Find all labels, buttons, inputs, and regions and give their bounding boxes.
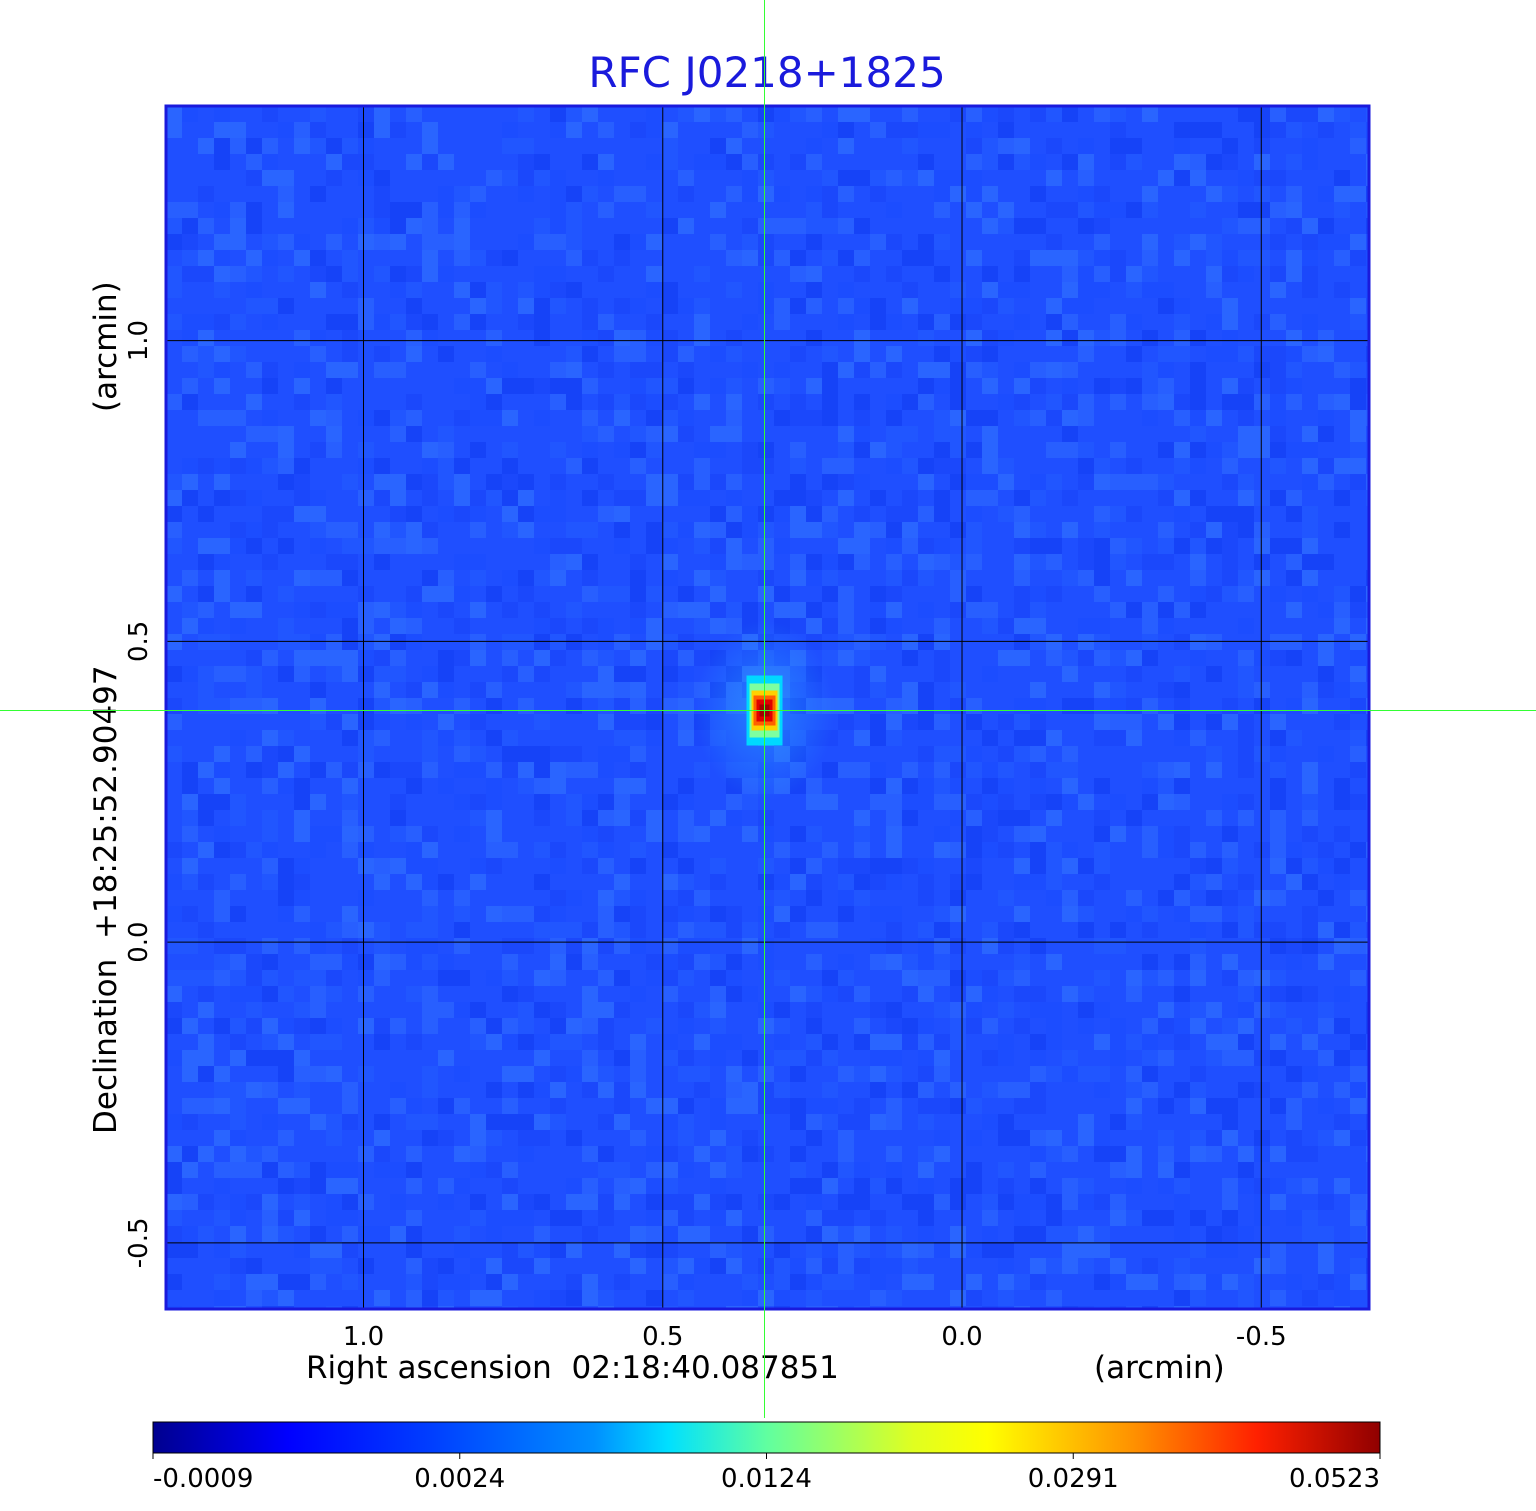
y-tick-label: 0.5 xyxy=(124,621,154,662)
plot-area xyxy=(164,104,1371,1311)
colorbar: -0.0009 0.0024 0.0124 0.0291 0.0523 xyxy=(152,1421,1381,1494)
x-tick-label: -0.5 xyxy=(1236,1322,1287,1352)
colorbar-tick-label: 0.0024 xyxy=(414,1464,505,1494)
chart-title: RFC J0218+1825 xyxy=(588,48,945,97)
y-tick-labels: 1.0 0.5 0.0 -0.5 xyxy=(124,320,154,1268)
y-axis-unit: (arcmin) xyxy=(88,281,124,412)
x-axis-unit: (arcmin) xyxy=(1094,1350,1225,1386)
crosshair xyxy=(0,0,1536,1418)
x-tick-label: 0.0 xyxy=(941,1322,982,1352)
plot-frame xyxy=(164,104,1371,1311)
y-tick-label: 0.0 xyxy=(124,921,154,962)
x-tick-label: 0.5 xyxy=(642,1322,683,1352)
x-axis-label: Right ascension 02:18:40.087851 xyxy=(306,1350,839,1386)
colorbar-tick-label: 0.0124 xyxy=(721,1464,812,1494)
noise-texture xyxy=(166,106,1369,1309)
colorbar-gradient xyxy=(152,1421,1381,1454)
grid-lines xyxy=(166,106,1369,1309)
colorbar-tick-label: -0.0009 xyxy=(153,1464,253,1494)
colorbar-tick-label: 0.0523 xyxy=(1289,1464,1380,1494)
y-axis-label: Declination +18:25:52.90497 xyxy=(88,665,124,1134)
colorbar-tick-label: 0.0291 xyxy=(1028,1464,1119,1494)
x-tick-label: 1.0 xyxy=(343,1322,384,1352)
x-tick-labels: 1.0 0.5 0.0 -0.5 xyxy=(343,1322,1287,1352)
y-tick-label: 1.0 xyxy=(124,320,154,361)
colorbar-ticks: -0.0009 0.0024 0.0124 0.0291 0.0523 xyxy=(152,1453,1381,1494)
y-tick-label: -0.5 xyxy=(124,1217,154,1268)
